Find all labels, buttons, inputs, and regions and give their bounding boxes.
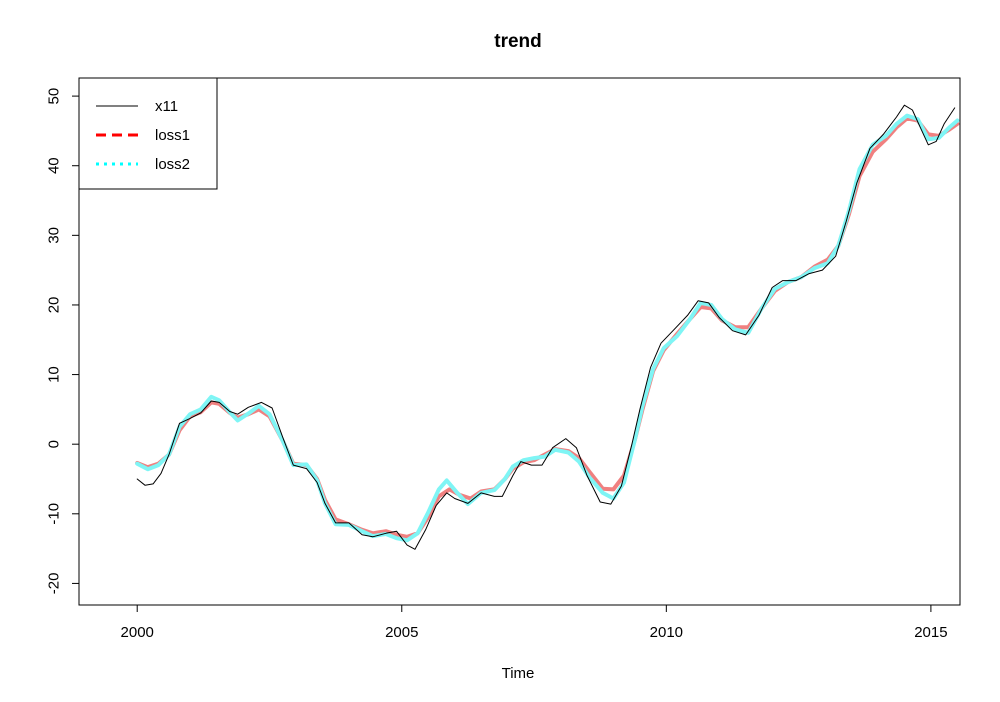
series-line-x11 [136,104,956,550]
y-tick-label: 40 [46,157,63,174]
x-tick-label: 2005 [385,624,418,641]
x-tick-label: 2010 [650,624,683,641]
y-tick-label: -20 [46,573,63,595]
legend-label-loss2: loss2 [155,156,190,173]
y-tick-label: 10 [46,366,63,383]
y-tick-label: 20 [46,297,63,314]
series-layer [135,104,960,550]
y-tick-label: 50 [46,88,63,105]
legend-label-x11: x11 [155,98,178,115]
x-axis: 2000 2005 2010 2015 [121,604,948,641]
y-tick-label: 0 [46,440,63,448]
x-tick-label: 2000 [121,624,154,641]
y-axis: -20 -10 0 10 20 30 40 50 [46,88,80,595]
series-line-loss1 [135,116,960,539]
legend: x11 loss1 loss2 [78,77,218,190]
series-line-loss2 [135,113,960,543]
legend-label-loss1: loss1 [155,127,190,144]
y-tick-label: -10 [46,503,63,525]
chart-title: trend [494,31,542,52]
y-tick-label: 30 [46,227,63,244]
x-axis-label: Time [502,665,535,682]
x-tick-label: 2015 [914,624,947,641]
